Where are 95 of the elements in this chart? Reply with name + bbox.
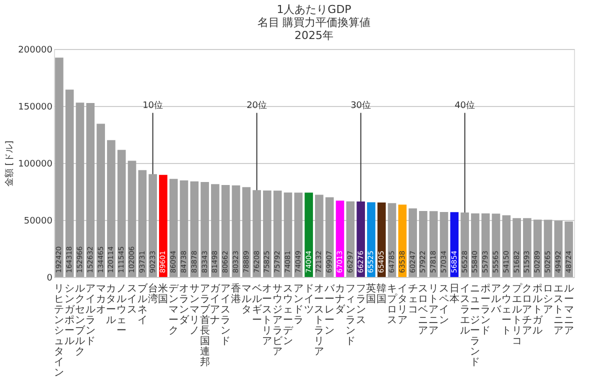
y-tick-label: 200000 — [18, 46, 53, 56]
x-tick-label: イスラエル — [460, 284, 470, 336]
x-tick-label: ドイツ — [304, 284, 314, 316]
bar — [408, 208, 417, 277]
bar — [398, 204, 407, 277]
text: 1人あたりGDP — [276, 3, 352, 16]
x-tick-label: 韓国 — [376, 282, 387, 305]
bar — [294, 192, 303, 277]
bar — [263, 190, 272, 277]
x-tick-label: オランダ — [179, 284, 190, 326]
x-tick-label: アルバ — [490, 284, 502, 316]
x-tick-label: カタール — [106, 284, 116, 326]
bar — [65, 90, 74, 277]
x-tick-label: デンマーク — [168, 284, 180, 336]
bar — [55, 58, 64, 277]
category-label: リヒテンシュタイン — [54, 284, 64, 378]
x-tick-label: フランス — [356, 284, 366, 326]
bar — [211, 184, 220, 277]
bar — [315, 194, 324, 277]
ref-line-label: 40位 — [454, 100, 476, 111]
x-tick-label: カナダ — [335, 284, 346, 316]
bar — [221, 185, 230, 277]
x-tick-label: 米国 — [158, 282, 168, 305]
ref-line-label: 20位 — [246, 100, 268, 111]
bar — [76, 102, 84, 277]
bar — [273, 190, 282, 277]
y-axis-title: 金額 [ドル] — [4, 140, 16, 186]
x-tick-label: ポーランド — [480, 284, 491, 336]
bar — [346, 201, 355, 277]
bar — [86, 103, 95, 277]
bar — [419, 210, 428, 277]
ref-line-label: 30位 — [350, 100, 372, 111]
text: 2025年 — [294, 29, 334, 42]
x-tick-label: ニュージーランド — [470, 284, 480, 368]
x-tick-label: マルタ — [241, 284, 252, 316]
x-tick-label: シンガポール — [64, 284, 76, 347]
bar — [138, 170, 147, 277]
bar — [367, 202, 376, 277]
x-tick-label: ルーマニア — [564, 284, 574, 336]
bar — [200, 182, 209, 277]
x-tick-label: バーレーン — [324, 284, 336, 336]
bar — [107, 140, 116, 277]
x-tick-label: プエルトリコ — [512, 282, 523, 347]
x-tick-label: ブルネイ — [137, 282, 148, 326]
x-tick-label: アラブ首長国連邦 — [200, 284, 211, 368]
x-tick-label: ポルトガル — [532, 284, 544, 336]
y-tick-label: 150000 — [18, 102, 53, 112]
x-tick-label: サウジアラビア — [272, 284, 284, 358]
bar — [117, 150, 126, 277]
x-tick-label: スペイン — [439, 284, 449, 326]
x-tick-label: オーストラリア — [314, 284, 324, 358]
x-tick-label: ルクセンブルク — [75, 284, 86, 358]
x-tick-label: アンドラ — [293, 284, 304, 326]
x-tick-label: 香港 — [231, 282, 241, 305]
bar — [96, 124, 105, 277]
y-tick-label: 50000 — [24, 216, 53, 226]
x-tick-label: エストニア — [553, 284, 564, 336]
y-tick-label: 0 — [46, 274, 53, 284]
bar — [159, 174, 168, 277]
x-tick-label: オーストリア — [262, 284, 272, 347]
bar — [242, 187, 251, 277]
x-tick-label: リトアニア — [428, 284, 439, 336]
x-tick-label: スロベニア — [418, 284, 428, 336]
x-tick-label: アイスランド — [220, 284, 231, 347]
bar — [356, 201, 365, 277]
x-tick-label: 台湾 — [148, 282, 158, 305]
bar — [169, 178, 178, 277]
x-tick-label: キプロス — [387, 284, 398, 326]
x-tick-label: サンマリノ — [189, 284, 200, 336]
x-tick-label: スイス — [127, 284, 137, 316]
bar — [429, 211, 438, 277]
x-tick-label: ノルウェー — [116, 284, 127, 336]
x-tick-label: フィンランド — [345, 284, 356, 347]
x-tick-label: スウェーデン — [283, 284, 294, 347]
text: 名目 購買力平価換算値 — [257, 16, 371, 29]
x-tick-label: クウェート — [501, 284, 512, 336]
bar — [148, 174, 157, 277]
x-tick-label: 英国 — [366, 282, 376, 305]
x-tick-label: ロシア — [543, 284, 553, 316]
x-tick-label: イタリア — [397, 284, 408, 326]
x-tick-label: マカオ — [96, 284, 106, 316]
ref-line-label: 10位 — [142, 100, 164, 111]
bar — [252, 190, 261, 277]
x-tick-label: ベルギー — [252, 284, 262, 326]
x-tick-label: 日本 — [449, 284, 460, 305]
bar — [450, 212, 459, 277]
bar — [377, 202, 386, 277]
bar — [304, 192, 313, 277]
y-tick-label: 100000 — [18, 160, 53, 170]
bar — [190, 181, 199, 277]
bar — [325, 197, 334, 277]
x-tick-label: チェコ — [408, 284, 418, 316]
x-tick-label: クロアチア — [522, 284, 532, 336]
x-tick-label: ガイアナ — [210, 284, 222, 326]
x-tick-label: アイルランド — [85, 284, 96, 347]
